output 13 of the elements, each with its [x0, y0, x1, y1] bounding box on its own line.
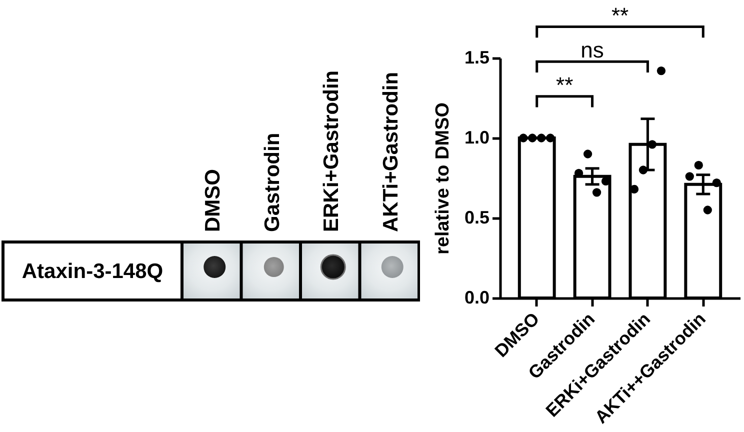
y-tick-label: 0.0 — [464, 288, 490, 308]
category-label: Gastrodin — [260, 132, 284, 232]
y-tick-label: 1.5 — [464, 48, 490, 68]
annotation: ns — [580, 38, 604, 63]
y-axis-title: relative to DMSO — [432, 102, 454, 255]
annotation: ** — [556, 72, 574, 98]
y-tick-label: 1.0 — [464, 128, 490, 148]
category-label: Ataxin-3-148Q — [22, 260, 164, 283]
text: ** — [611, 2, 629, 28]
category-label: AKTi+Gastrodin — [379, 72, 402, 232]
y-tick-label: 0.5 — [464, 208, 490, 228]
category-label: DMSO — [202, 169, 225, 232]
category-label: ERKi+Gastrodin — [320, 70, 344, 232]
